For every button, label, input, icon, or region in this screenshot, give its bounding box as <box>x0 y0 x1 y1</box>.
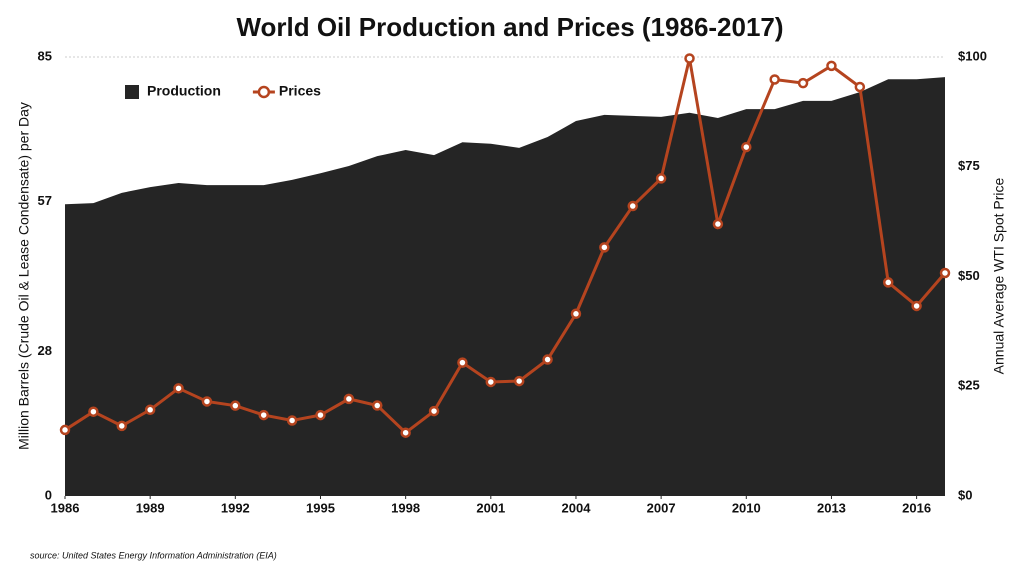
price-point <box>173 383 184 394</box>
y2-tick-label: $100 <box>958 48 987 63</box>
price-point <box>400 427 411 438</box>
price-point <box>372 400 383 411</box>
price-point <box>882 277 894 288</box>
legend-label: Prices <box>279 83 321 99</box>
x-tick-label: 2001 <box>476 500 505 515</box>
x-tick-label: 2013 <box>817 500 846 515</box>
price-point <box>939 267 951 279</box>
chart-title: World Oil Production and Prices (1986-20… <box>236 12 783 42</box>
y2-axis-title: Annual Average WTI Spot Price <box>991 177 1007 374</box>
price-point <box>485 376 497 388</box>
y2-tick-label: $0 <box>958 487 972 502</box>
price-point <box>741 141 752 153</box>
price-point <box>230 400 241 411</box>
y2-tick-label: $25 <box>958 378 980 393</box>
price-point <box>826 60 837 72</box>
price-point <box>769 74 780 85</box>
legend-label: Production <box>147 83 221 99</box>
price-point <box>854 81 866 93</box>
price-point <box>201 396 213 407</box>
price-point <box>712 218 724 230</box>
price-point <box>457 357 468 368</box>
price-point <box>428 405 440 417</box>
x-tick-label: 1995 <box>306 500 335 515</box>
source-note: source: United States Energy Information… <box>30 550 277 560</box>
x-tick-label: 2004 <box>562 500 592 515</box>
y-tick-label: 85 <box>38 48 52 63</box>
price-point <box>627 200 638 212</box>
price-point <box>513 375 525 387</box>
y-tick-label: 28 <box>38 343 52 358</box>
production-area <box>65 77 945 497</box>
x-tick-label: 2010 <box>732 500 761 515</box>
y2-tick-label: $75 <box>958 158 980 173</box>
price-point <box>59 424 71 436</box>
price-point <box>570 308 582 320</box>
price-point <box>144 404 156 416</box>
price-point <box>599 242 610 253</box>
x-tick-label: 1986 <box>51 500 80 515</box>
y2-tick-label: $50 <box>958 268 980 283</box>
price-point <box>343 393 355 405</box>
price-point <box>797 77 809 89</box>
y-tick-label: 57 <box>38 193 52 208</box>
legend-swatch <box>257 85 271 99</box>
price-point <box>116 420 128 432</box>
price-point <box>684 53 695 64</box>
price-point <box>88 406 99 417</box>
price-point <box>258 409 269 421</box>
x-tick-label: 1989 <box>136 500 165 515</box>
price-point <box>911 300 922 312</box>
x-tick-label: 2007 <box>647 500 676 515</box>
price-point <box>542 354 553 365</box>
legend-swatch <box>125 85 139 99</box>
price-point <box>315 409 326 421</box>
x-tick-label: 2016 <box>902 500 931 515</box>
price-point <box>655 173 667 184</box>
y-axis-title: Million Barrels (Crude Oil & Lease Conde… <box>16 102 32 450</box>
price-point <box>286 415 298 426</box>
x-tick-label: 1992 <box>221 500 250 515</box>
x-tick-label: 1998 <box>391 500 420 515</box>
y-tick-label: 0 <box>45 487 52 502</box>
